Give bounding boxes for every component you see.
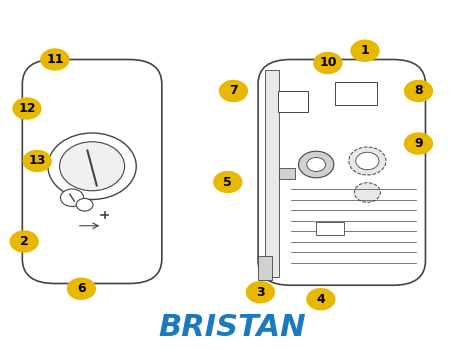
Bar xyxy=(316,222,344,234)
Circle shape xyxy=(307,289,335,310)
Circle shape xyxy=(67,278,95,299)
Text: 6: 6 xyxy=(77,282,86,295)
Text: 13: 13 xyxy=(28,154,46,168)
Bar xyxy=(335,82,377,105)
Text: 11: 11 xyxy=(46,53,64,66)
Circle shape xyxy=(41,49,69,70)
FancyBboxPatch shape xyxy=(258,60,425,285)
Circle shape xyxy=(48,133,136,200)
Circle shape xyxy=(13,98,41,119)
Bar xyxy=(258,256,272,280)
Text: 4: 4 xyxy=(317,293,325,306)
Text: 7: 7 xyxy=(229,84,238,98)
Circle shape xyxy=(299,151,334,178)
Text: 10: 10 xyxy=(319,56,337,70)
Text: 8: 8 xyxy=(414,84,423,98)
Circle shape xyxy=(76,198,93,211)
Circle shape xyxy=(307,158,326,172)
Bar xyxy=(265,70,279,276)
Circle shape xyxy=(214,172,242,193)
Bar xyxy=(279,168,295,178)
Text: 3: 3 xyxy=(256,286,265,299)
FancyBboxPatch shape xyxy=(22,60,162,284)
Circle shape xyxy=(351,40,379,61)
Text: 5: 5 xyxy=(224,175,232,189)
Circle shape xyxy=(60,189,84,206)
Circle shape xyxy=(354,183,380,202)
Circle shape xyxy=(23,150,51,172)
Circle shape xyxy=(246,282,274,303)
Circle shape xyxy=(219,80,247,101)
Circle shape xyxy=(405,80,432,101)
Text: 9: 9 xyxy=(414,137,423,150)
Circle shape xyxy=(60,142,125,191)
Text: BRISTAN: BRISTAN xyxy=(159,313,306,342)
Bar xyxy=(278,91,308,112)
Circle shape xyxy=(349,147,386,175)
Text: 1: 1 xyxy=(361,44,369,57)
Circle shape xyxy=(356,152,379,170)
Circle shape xyxy=(314,52,342,74)
Circle shape xyxy=(10,231,38,252)
Circle shape xyxy=(405,133,432,154)
Text: 2: 2 xyxy=(20,235,28,248)
Text: 12: 12 xyxy=(18,102,36,115)
